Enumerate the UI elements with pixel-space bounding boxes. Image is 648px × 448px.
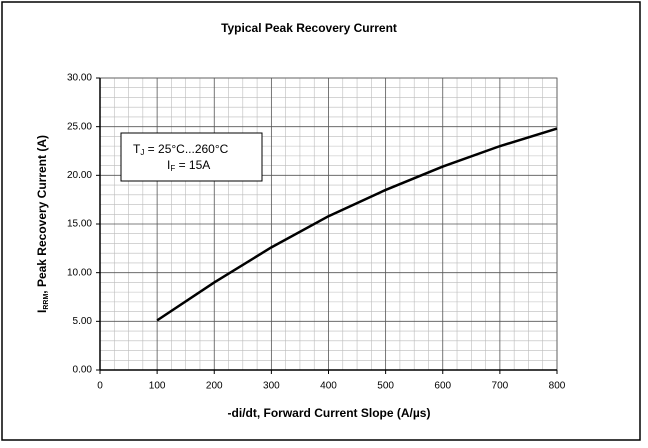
y-tick-label: 10.00: [67, 267, 92, 278]
annotation-line: TJ = 25°C...260°C: [133, 142, 229, 157]
marks: [156, 127, 558, 322]
x-tick-label: 200: [206, 381, 223, 392]
chart-title: Typical Peak Recovery Current: [221, 21, 397, 35]
y-tick-label: 5.00: [73, 316, 93, 327]
annotation-line: IF = 15A: [167, 158, 210, 173]
x-tick-label: 100: [149, 381, 166, 392]
y-tick-label: 25.00: [67, 121, 92, 132]
x-tick-label: 400: [320, 381, 337, 392]
x-tick-label: 600: [434, 381, 451, 392]
x-axis-label: -di/dt, Forward Current Slope (A/µs): [228, 406, 431, 420]
x-tick-label: 0: [97, 381, 103, 392]
annotation-sub: J: [140, 148, 144, 157]
x-tick-label: 800: [549, 381, 566, 392]
x-tick-label: 300: [263, 381, 280, 392]
y-tick-label: 30.00: [67, 73, 92, 84]
y-label-rest: , Peak Recovery Current (A): [35, 135, 49, 294]
y-axis-label: IRRM, Peak Recovery Current (A): [35, 135, 50, 313]
y-label-base: I: [35, 310, 49, 313]
annotation-sub: F: [170, 164, 175, 173]
annotation-box: [120, 132, 263, 182]
y-label-sub: RRM: [43, 294, 50, 310]
annotation-rest: = 15A: [175, 158, 210, 172]
y-tick-label: 20.00: [67, 170, 92, 181]
grid: 0 100 200 300 400 500 600 700 800 0.00 5.00 10.00 15…: [67, 73, 566, 392]
line: [156, 127, 558, 322]
annotation-base: T: [133, 142, 141, 156]
x-tick-label: 700: [492, 381, 509, 392]
x-tick-label: 500: [377, 381, 394, 392]
annotation-rest: = 25°C...260°C: [144, 142, 228, 156]
y-tick-label: 15.00: [67, 219, 92, 230]
y-tick-label: 0.00: [73, 365, 93, 376]
annotation-base: I: [167, 158, 170, 172]
